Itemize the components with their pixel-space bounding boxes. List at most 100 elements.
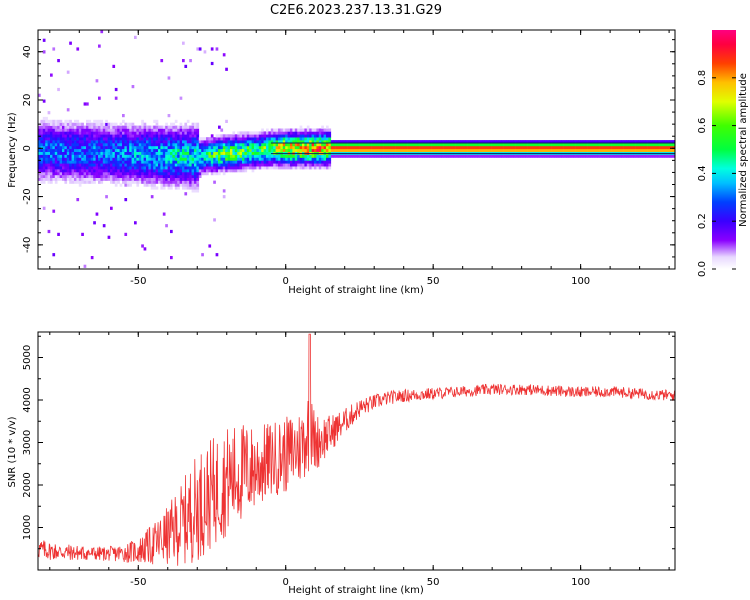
heatmap-cell [71, 137, 75, 141]
heatmap-cell [366, 154, 370, 158]
heatmap-cell [64, 137, 68, 141]
heatmap-cell [126, 160, 130, 164]
heatmap-cell [124, 172, 128, 176]
heatmap-cell [95, 131, 99, 135]
heatmap-cell [74, 169, 77, 173]
heatmap-cell [297, 163, 300, 167]
heatmap-cell [338, 145, 341, 150]
heatmap-cell [119, 183, 123, 187]
heatmap-cell [225, 67, 228, 71]
heatmap-cell [239, 154, 243, 158]
heatmap-cell [230, 145, 233, 150]
heatmap-cell [597, 148, 600, 152]
heatmap-cell [578, 154, 581, 158]
heatmap-cell [316, 128, 320, 132]
heatmap-cell [407, 145, 411, 150]
heatmap-cell [93, 131, 96, 135]
heatmap-cell [182, 186, 185, 190]
heatmap-cell [599, 148, 603, 152]
heatmap-cell [129, 163, 132, 167]
heatmap-cell [114, 166, 118, 170]
heatmap-cell [369, 145, 372, 150]
heatmap-cell [47, 111, 51, 115]
heatmap-cell [131, 122, 135, 126]
heatmap-cell [186, 172, 190, 176]
heatmap-cell [62, 137, 65, 141]
heatmap-cell [98, 166, 101, 170]
heatmap-cell [42, 143, 46, 147]
heatmap-cell [162, 137, 166, 141]
heatmap-cell [170, 166, 173, 170]
heatmap-cell [50, 177, 53, 181]
heatmap-cell [126, 151, 130, 155]
heatmap-cell [158, 163, 161, 167]
heatmap-cell [78, 140, 82, 144]
heatmap-cell [167, 166, 171, 170]
heatmap-cell [141, 145, 144, 150]
heatmap-cell [174, 160, 178, 164]
heatmap-cell [568, 143, 572, 147]
heatmap-cell [62, 148, 65, 152]
heatmap-cell [71, 180, 75, 184]
heatmap-cell [218, 163, 221, 167]
heatmap-cell [532, 140, 536, 144]
heatmap-cell [184, 157, 188, 161]
heatmap-cell [323, 160, 327, 164]
heatmap-cell [150, 151, 154, 155]
heatmap-cell [126, 180, 130, 184]
heatmap-cell [290, 137, 293, 141]
heatmap-cell [273, 128, 276, 132]
heatmap-cell [62, 160, 65, 164]
heatmap-cell [38, 157, 41, 161]
heatmap-cell [657, 145, 660, 150]
heatmap-cell [568, 148, 572, 152]
heatmap-cell [40, 172, 44, 176]
heatmap-cell [594, 145, 598, 150]
heatmap-cell [198, 172, 202, 176]
heatmap-cell [282, 154, 286, 158]
heatmap-cell [134, 174, 137, 178]
heatmap-cell [609, 145, 612, 150]
heatmap-cell [246, 148, 250, 152]
heatmap-cell [88, 137, 92, 141]
heatmap-cell [335, 145, 339, 150]
heatmap-cell [112, 64, 116, 68]
heatmap-cell [503, 154, 507, 158]
heatmap-cell [546, 143, 550, 147]
heatmap-cell [179, 172, 183, 176]
heatmap-cell [407, 143, 411, 147]
heatmap-cell [323, 140, 327, 144]
heatmap-cell [167, 140, 171, 144]
heatmap-cell [50, 174, 53, 178]
heatmap-cell [302, 148, 305, 152]
heatmap-cell [558, 154, 562, 158]
heatmap-cell [314, 154, 317, 158]
heatmap-cell [158, 157, 161, 161]
heatmap-cell [122, 134, 125, 138]
heatmap-cell [153, 143, 156, 147]
heatmap-cell [81, 122, 84, 126]
heatmap-cell [290, 131, 293, 135]
heatmap-cell [114, 145, 118, 150]
heatmap-cell [52, 166, 56, 170]
heatmap-cell [270, 140, 274, 144]
heatmap-cell [654, 140, 658, 144]
heatmap-cell [587, 140, 591, 144]
heatmap-cell [189, 59, 192, 63]
heatmap-cell [131, 148, 135, 152]
heatmap-cell [138, 134, 142, 138]
heatmap-cell [95, 169, 99, 173]
heatmap-cell [558, 140, 562, 144]
heatmap-cell [302, 145, 305, 150]
heatmap-cell [45, 122, 48, 126]
heatmap-cell [666, 148, 670, 152]
heatmap-cell [98, 131, 101, 135]
heatmap-cell [62, 157, 65, 161]
heatmap-cell [153, 183, 156, 187]
heatmap-cell [309, 128, 312, 132]
heatmap-cell [143, 137, 147, 141]
heatmap-cell [167, 137, 171, 141]
heatmap-cell [64, 125, 68, 129]
heatmap-cell [194, 140, 197, 144]
heatmap-cell [633, 154, 636, 158]
